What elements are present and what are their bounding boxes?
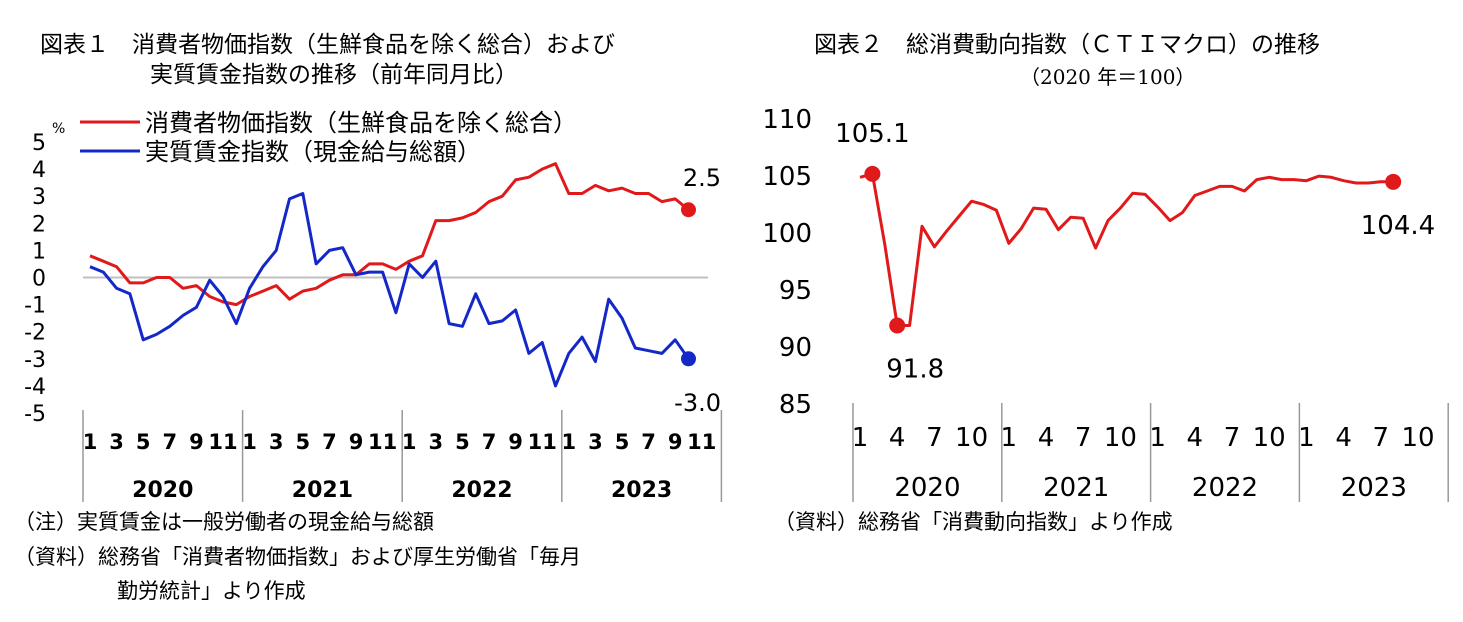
x-tick-label: 1 [402,430,417,454]
wage-line [89,192,690,388]
x-tick-label: 7 [162,430,177,454]
x-tick-label: 4 [1187,423,1204,453]
x-tick-label: 5 [295,430,310,454]
chart1-title-line2: 実質賃金指数の推移（前年同月比） [150,62,518,88]
x-tick-label: 7 [1075,423,1092,453]
x-year-label: 2023 [611,478,672,503]
chart1-note3: 勤労統計」より作成 [117,579,306,603]
x-tick-label: 1 [1149,423,1166,453]
x-year-label: 2021 [1043,473,1109,503]
x-tick-label: 4 [1335,423,1352,453]
chart1-note2: （資料）総務省「消費者物価指数」および厚生労働省「毎月 [14,545,581,569]
x-year-label: 2020 [894,473,960,503]
wage-end-marker [681,351,696,367]
x-tick-label: 3 [428,430,443,454]
y-tick-label: 110 [762,105,812,135]
legend-cpi-label: 消費者物価指数（生鮮食品を除く総合） [145,109,577,137]
x-tick-label: 1 [852,423,869,453]
chart1-title-line1: 図表１ 消費者物価指数（生鮮食品を除く総合）および [40,32,615,58]
x-tick-label: 10 [1253,423,1286,453]
x-tick-label: 7 [926,423,943,453]
cpi-line [89,162,690,307]
x-tick-label: 7 [482,430,497,454]
x-tick-label: 11 [687,430,716,454]
y-tick-label: -1 [24,294,46,319]
x-tick-label: 10 [1401,423,1434,453]
y-tick-label: 1 [32,239,46,264]
chart2-subtitle: （2020 年＝100） [1020,65,1196,89]
y-tick-label: -4 [24,375,46,400]
x-tick-label: 5 [136,430,151,454]
x-year-label: 2022 [451,478,512,503]
ctim-line [859,172,1394,327]
chart1-note1: （注）実質賃金は一般労働者の現金給与総額 [14,510,434,534]
x-tick-label: 10 [955,423,988,453]
y-tick-label: 5 [32,131,46,156]
x-tick-label: 1 [242,430,257,454]
cpi-end-label: 2.5 [683,164,721,192]
x-year-label: 2021 [292,478,353,503]
x-tick-label: 1 [1001,423,1018,453]
x-tick-label: 1 [1298,423,1315,453]
ctim-point-label: 91.8 [886,354,944,384]
x-tick-label: 3 [269,430,284,454]
y-tick-label: 100 [762,219,812,249]
x-tick-label: 4 [1038,423,1055,453]
x-tick-label: 7 [1224,423,1241,453]
x-year-label: 2023 [1341,473,1407,503]
x-tick-label: 4 [889,423,906,453]
x-tick-label: 9 [189,430,204,454]
y-tick-label: 3 [32,185,46,210]
y-tick-label: 85 [779,390,812,420]
x-tick-label: 9 [668,430,683,454]
ctim-point-label: 105.1 [835,119,909,149]
y-tick-label: 95 [779,276,812,306]
x-tick-label: 11 [368,430,397,454]
x-tick-label: 7 [641,430,656,454]
y-tick-label: 4 [32,158,46,183]
y-unit-label: % [52,121,65,137]
y-tick-label: 0 [32,267,46,292]
y-tick-label: 90 [779,333,812,363]
x-tick-label: 9 [349,430,364,454]
ctim-marker [864,165,881,182]
chart2-note: （資料）総務省「消費動向指数」より作成 [774,510,1173,534]
chart2-panel: 図表２ 総消費動向指数（ＣＴＩマクロ）の推移 （2020 年＝100） 110 1… [740,0,1463,622]
x-tick-label: 9 [508,430,523,454]
x-tick-label: 5 [455,430,470,454]
x-tick-label: 10 [1104,423,1137,453]
x-tick-label: 11 [208,430,237,454]
x-tick-label: 1 [561,430,576,454]
x-tick-label: 7 [1373,423,1390,453]
x-tick-label: 7 [322,430,337,454]
y-tick-label: -3 [24,348,46,373]
legend-wage-label: 実質賃金指数（現金給与総額） [145,138,481,166]
chart2-title-line1: 図表２ 総消費動向指数（ＣＴＩマクロ）の推移 [814,32,1320,58]
y-tick-label: 2 [32,212,46,237]
x-tick-label: 5 [615,430,630,454]
x-tick-label: 1 [83,430,98,454]
y-tick-label: 105 [762,162,812,192]
ctim-marker [889,317,906,334]
x-year-label: 2022 [1192,473,1258,503]
y-tick-label: -5 [24,402,46,427]
ctim-marker [1385,173,1402,190]
x-year-label: 2020 [132,478,193,503]
wage-end-label: -3.0 [674,389,721,417]
x-tick-label: 3 [109,430,124,454]
y-tick-label: -2 [24,321,46,346]
cpi-end-marker [681,202,696,218]
x-tick-label: 11 [528,430,557,454]
chart1-panel: 図表１ 消費者物価指数（生鮮食品を除く総合）および 実質賃金指数の推移（前年同月… [14,32,723,603]
x-tick-label: 3 [588,430,603,454]
ctim-point-label: 104.4 [1361,211,1435,241]
